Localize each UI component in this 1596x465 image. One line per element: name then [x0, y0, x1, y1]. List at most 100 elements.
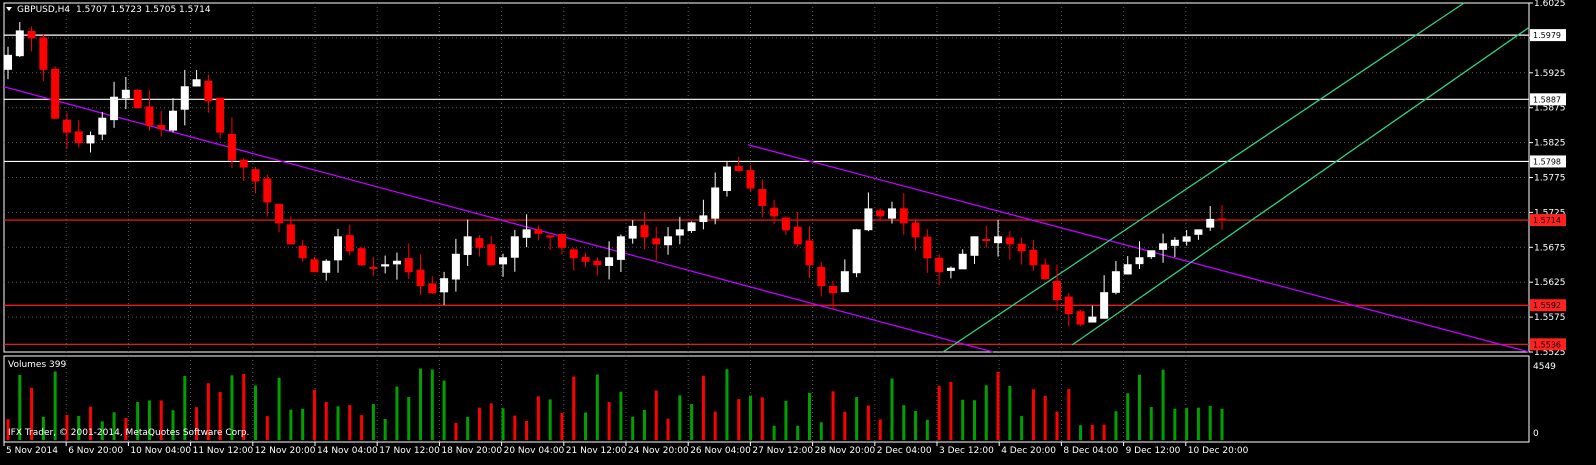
volume-bar — [984, 385, 988, 440]
candle-body — [357, 248, 366, 266]
candle-body — [227, 133, 236, 161]
volume-bar — [100, 421, 104, 440]
candle-body — [1088, 316, 1097, 323]
volume-bar — [548, 399, 552, 440]
y-tick-label: 1.5825 — [1534, 139, 1566, 149]
candle-body — [923, 236, 932, 259]
candle-body — [192, 79, 201, 87]
volume-bar — [807, 392, 811, 440]
candle-body — [1111, 271, 1120, 293]
candle-body — [781, 217, 790, 231]
down_channel-line — [747, 144, 1530, 353]
candle-body — [98, 117, 107, 135]
candle-body — [286, 224, 295, 245]
volume-bar — [206, 383, 210, 440]
candle-body — [534, 229, 543, 234]
x-tick-label: 4 Dec 20:00 — [1001, 446, 1056, 456]
volume-bar — [855, 397, 859, 440]
candle-body — [451, 253, 460, 280]
candle-body — [169, 110, 178, 131]
time-axis: 5 Nov 2014 6 Nov 20:00 10 Nov 04:00 11 Nov … — [3, 442, 1249, 456]
volume-bar — [560, 412, 564, 440]
candle-body — [298, 245, 307, 259]
volume-bar — [666, 418, 670, 440]
volume-bar — [725, 369, 729, 440]
y-tick-label: 1.5575 — [1534, 313, 1566, 323]
candle-body — [664, 236, 673, 246]
x-tick-label: 28 Nov 20:00 — [815, 446, 876, 456]
volume-bar — [430, 369, 434, 440]
candle-body — [887, 208, 896, 219]
volume-bar — [878, 419, 882, 440]
volume-bar — [584, 412, 588, 440]
candle-body — [322, 260, 331, 273]
y-tick-label: 1.5525 — [1534, 348, 1566, 358]
volume-bar — [925, 419, 929, 440]
volume-bar — [619, 391, 623, 440]
horizontal-levels — [4, 34, 1529, 345]
candle-body — [510, 236, 519, 258]
candle-body — [345, 235, 354, 252]
volume-bar — [6, 419, 10, 440]
candle-body — [62, 119, 71, 133]
candle-body — [499, 257, 508, 265]
candle-body — [982, 239, 991, 242]
volume-bar — [230, 375, 234, 440]
candle-body — [805, 240, 814, 266]
candle-body — [463, 236, 472, 255]
volume-bar — [1208, 405, 1212, 440]
up_channel-line — [1071, 26, 1530, 346]
x-tick-label: 14 Nov 04:00 — [317, 446, 378, 456]
candle-body — [746, 170, 755, 189]
candle-body — [180, 86, 189, 110]
volume-bar — [442, 380, 446, 440]
volume-pane-frame — [3, 355, 1530, 443]
price-label-text: 1.5887 — [1533, 95, 1561, 104]
candle-body — [263, 178, 272, 203]
volume-bar — [654, 390, 658, 440]
volume-bar — [972, 400, 976, 440]
chart-menu-arrow-icon[interactable] — [6, 7, 12, 11]
candle-body — [1159, 243, 1168, 250]
candle-body — [1076, 311, 1085, 325]
volume-bar — [1067, 389, 1071, 440]
volume-bar — [1055, 411, 1059, 440]
volume-bar — [1220, 408, 1224, 440]
volume-bar — [1008, 385, 1012, 440]
candle-body — [1100, 292, 1109, 319]
volume-bar — [218, 391, 222, 440]
price-label-box — [1530, 29, 1566, 42]
volume-bar — [407, 397, 411, 440]
volume-bar — [383, 418, 387, 440]
candle-body — [628, 225, 637, 239]
candle-body — [946, 267, 955, 271]
volume-bar — [41, 416, 45, 440]
volume-bar — [136, 402, 140, 440]
candle-body — [39, 37, 48, 70]
volume-bar — [371, 404, 375, 440]
x-tick-label: 20 Nov 04:00 — [504, 446, 565, 456]
candle-body — [121, 89, 130, 99]
candle-body — [852, 229, 861, 274]
candle-body — [1017, 243, 1026, 252]
volume-bar — [1161, 369, 1165, 440]
up_channel-line — [942, 2, 1465, 353]
candle-body — [652, 238, 661, 245]
y-tick-label: 1.5625 — [1534, 278, 1566, 288]
volume-bar — [489, 403, 493, 440]
candle-body — [734, 165, 743, 172]
price-label-box — [1530, 155, 1566, 168]
x-tick-label: 27 Nov 12:00 — [752, 446, 813, 456]
volume-bar — [1043, 395, 1047, 440]
volume-bar — [360, 415, 364, 440]
volume-bar — [513, 415, 517, 440]
volume-bar — [595, 374, 599, 440]
volume-bar — [1090, 424, 1094, 440]
symbol-title: GBPUSD,H4 — [17, 5, 70, 15]
candle-body — [4, 54, 12, 70]
candle-body — [935, 257, 944, 273]
ohlc-readout: 1.5707 1.5723 1.5705 1.5714 — [76, 5, 211, 15]
candle-body — [546, 235, 555, 238]
x-tick-label: 18 Nov 20:00 — [441, 446, 502, 456]
